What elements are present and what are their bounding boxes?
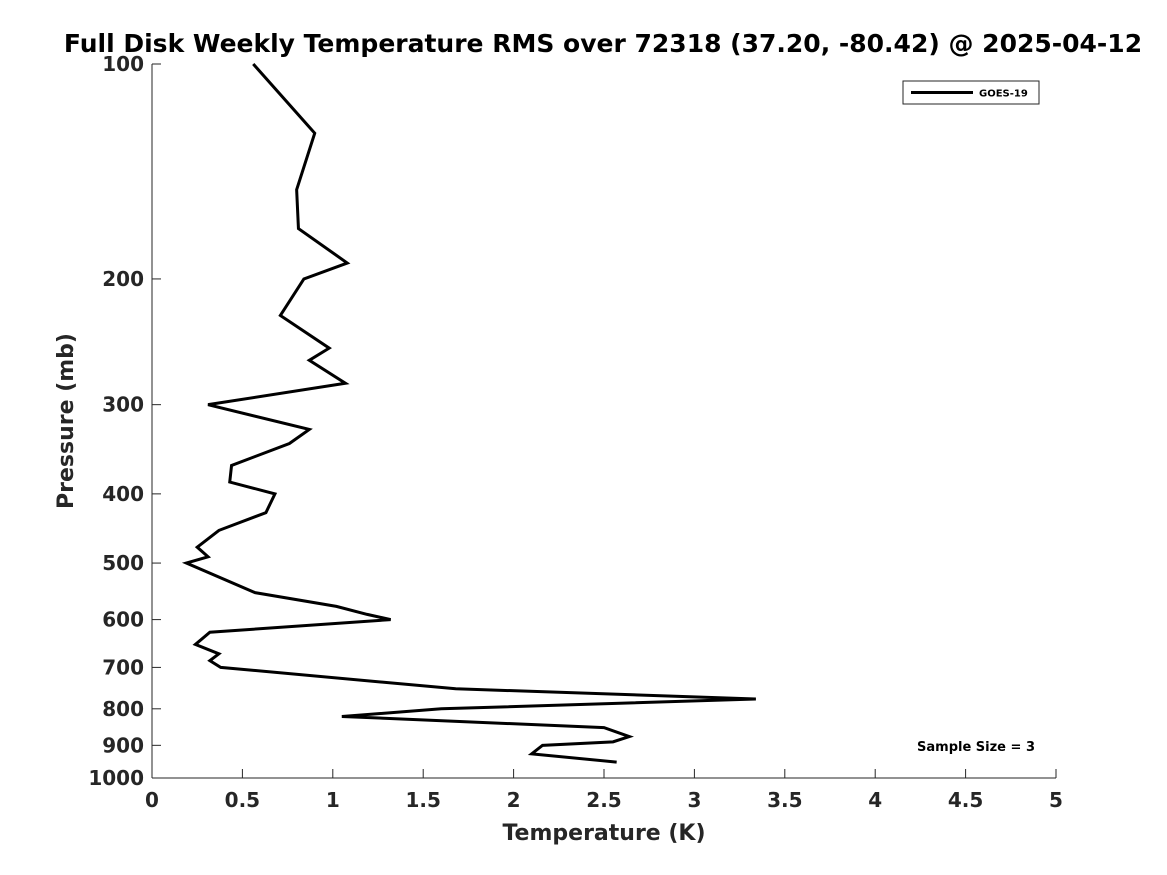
x-axis-ticks: 0 0.5 1 1.5 2 2.5 3 3.5 4 4.5 5 — [145, 769, 1063, 812]
y-tick-label: 400 — [102, 482, 144, 506]
y-tick-label: 200 — [102, 267, 144, 291]
axes — [151, 64, 1056, 779]
y-tick-label: 600 — [102, 608, 144, 632]
x-tick-label: 3.5 — [767, 788, 802, 812]
x-tick-label: 0 — [145, 788, 159, 812]
x-tick-label: 1.5 — [405, 788, 440, 812]
y-tick-label: 900 — [102, 733, 144, 757]
sample-size-annotation: Sample Size = 3 — [917, 740, 1035, 755]
x-tick-label: 0.5 — [225, 788, 260, 812]
series-group — [181, 63, 756, 764]
x-axis-label: Temperature (K) — [502, 821, 705, 846]
y-tick-label: 700 — [102, 655, 144, 679]
y-tick-label: 800 — [102, 697, 144, 721]
x-tick-label: 2.5 — [586, 788, 621, 812]
y-tick-label: 300 — [102, 393, 144, 417]
x-tick-label: 5 — [1049, 788, 1063, 812]
legend-label: GOES-19 — [979, 89, 1028, 100]
y-axis-label: Pressure (mb) — [54, 333, 79, 509]
y-tick-label: 100 — [102, 52, 144, 76]
x-tick-label: 4.5 — [948, 788, 983, 812]
y-axis-ticks: 100 200 300 400 500 600 700 800 900 1000 — [88, 52, 161, 790]
series-line-goes-19 — [181, 63, 756, 764]
x-tick-label: 4 — [868, 788, 882, 812]
chart-title: Full Disk Weekly Temperature RMS over 72… — [64, 29, 1142, 58]
x-tick-label: 1 — [326, 788, 340, 812]
legend: GOES-19 — [902, 80, 1040, 105]
y-tick-label: 1000 — [88, 766, 144, 790]
x-tick-label: 3 — [687, 788, 701, 812]
y-tick-label: 500 — [102, 551, 144, 575]
x-tick-label: 2 — [507, 788, 521, 812]
